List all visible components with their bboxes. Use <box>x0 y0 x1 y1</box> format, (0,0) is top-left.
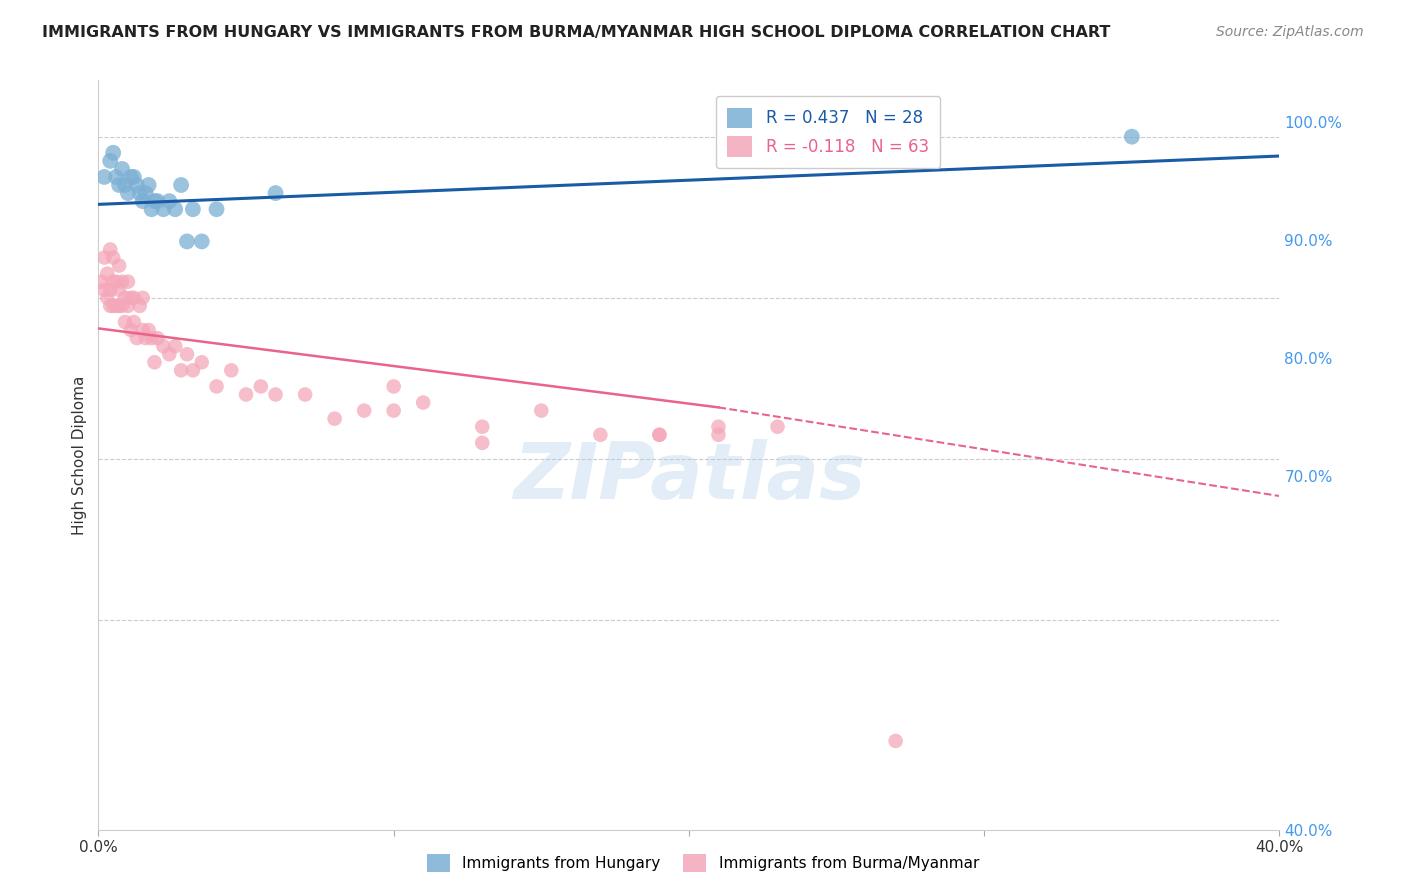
Point <box>122 291 145 305</box>
Point <box>250 379 273 393</box>
Point <box>141 331 163 345</box>
Point <box>323 411 346 425</box>
Point <box>132 194 155 208</box>
Point <box>120 169 142 184</box>
Point <box>93 169 115 184</box>
Point <box>111 275 134 289</box>
Point <box>382 379 405 393</box>
Y-axis label: High School Diploma: High School Diploma <box>72 376 87 534</box>
Point <box>143 355 166 369</box>
Point <box>471 419 494 434</box>
Point <box>143 194 166 208</box>
Point <box>152 202 174 217</box>
Point <box>146 331 169 345</box>
Point <box>191 235 214 249</box>
Point <box>103 275 125 289</box>
Point <box>105 169 128 184</box>
Point <box>181 363 204 377</box>
Point <box>165 339 187 353</box>
Point <box>122 315 145 329</box>
Point <box>108 259 131 273</box>
Point <box>205 379 228 393</box>
Point <box>120 323 142 337</box>
Point <box>707 419 730 434</box>
Text: ZIPatlas: ZIPatlas <box>513 440 865 516</box>
Point <box>132 323 155 337</box>
Point <box>117 275 139 289</box>
Point <box>138 178 160 192</box>
Point <box>125 178 148 192</box>
Point <box>125 331 148 345</box>
Point <box>648 427 671 442</box>
Point <box>103 145 125 160</box>
Text: IMMIGRANTS FROM HUNGARY VS IMMIGRANTS FROM BURMA/MYANMAR HIGH SCHOOL DIPLOMA COR: IMMIGRANTS FROM HUNGARY VS IMMIGRANTS FR… <box>42 25 1111 40</box>
Point <box>108 283 131 297</box>
Point <box>191 355 214 369</box>
Point <box>105 299 128 313</box>
Point <box>132 291 155 305</box>
Point <box>114 291 136 305</box>
Point <box>157 347 180 361</box>
Point <box>98 299 121 313</box>
Text: Source: ZipAtlas.com: Source: ZipAtlas.com <box>1216 25 1364 39</box>
Legend: Immigrants from Hungary, Immigrants from Burma/Myanmar: Immigrants from Hungary, Immigrants from… <box>419 846 987 880</box>
Point <box>530 403 553 417</box>
Point <box>176 347 198 361</box>
Point <box>98 153 121 168</box>
Point <box>128 186 150 200</box>
Point <box>108 299 131 313</box>
Point <box>205 202 228 217</box>
Point <box>294 387 316 401</box>
Point <box>120 291 142 305</box>
Point <box>235 387 257 401</box>
Point <box>114 315 136 329</box>
Point <box>264 387 287 401</box>
Point <box>111 161 134 176</box>
Point <box>884 734 907 748</box>
Point <box>103 299 125 313</box>
Point <box>412 395 434 409</box>
Point <box>103 251 125 265</box>
Point <box>221 363 243 377</box>
Point <box>707 427 730 442</box>
Point <box>264 186 287 200</box>
Point <box>135 331 157 345</box>
Legend: R = 0.437   N = 28, R = -0.118   N = 63: R = 0.437 N = 28, R = -0.118 N = 63 <box>716 96 941 169</box>
Point <box>766 419 789 434</box>
Point <box>128 299 150 313</box>
Point <box>1121 129 1143 144</box>
Point <box>117 186 139 200</box>
Point <box>181 202 204 217</box>
Point <box>111 299 134 313</box>
Point <box>146 194 169 208</box>
Point <box>471 435 494 450</box>
Point <box>152 339 174 353</box>
Point <box>117 299 139 313</box>
Point <box>176 235 198 249</box>
Point <box>135 186 157 200</box>
Point <box>165 202 187 217</box>
Point <box>648 427 671 442</box>
Point <box>98 243 121 257</box>
Point <box>108 178 131 192</box>
Point <box>141 202 163 217</box>
Point <box>170 363 193 377</box>
Point <box>98 283 121 297</box>
Point <box>90 275 112 289</box>
Point <box>105 275 128 289</box>
Point <box>122 169 145 184</box>
Point <box>96 291 118 305</box>
Point <box>382 403 405 417</box>
Point <box>170 178 193 192</box>
Point <box>589 427 612 442</box>
Point <box>157 194 180 208</box>
Point <box>353 403 375 417</box>
Point <box>114 178 136 192</box>
Point <box>93 283 115 297</box>
Point <box>93 251 115 265</box>
Point <box>138 323 160 337</box>
Point <box>96 267 118 281</box>
